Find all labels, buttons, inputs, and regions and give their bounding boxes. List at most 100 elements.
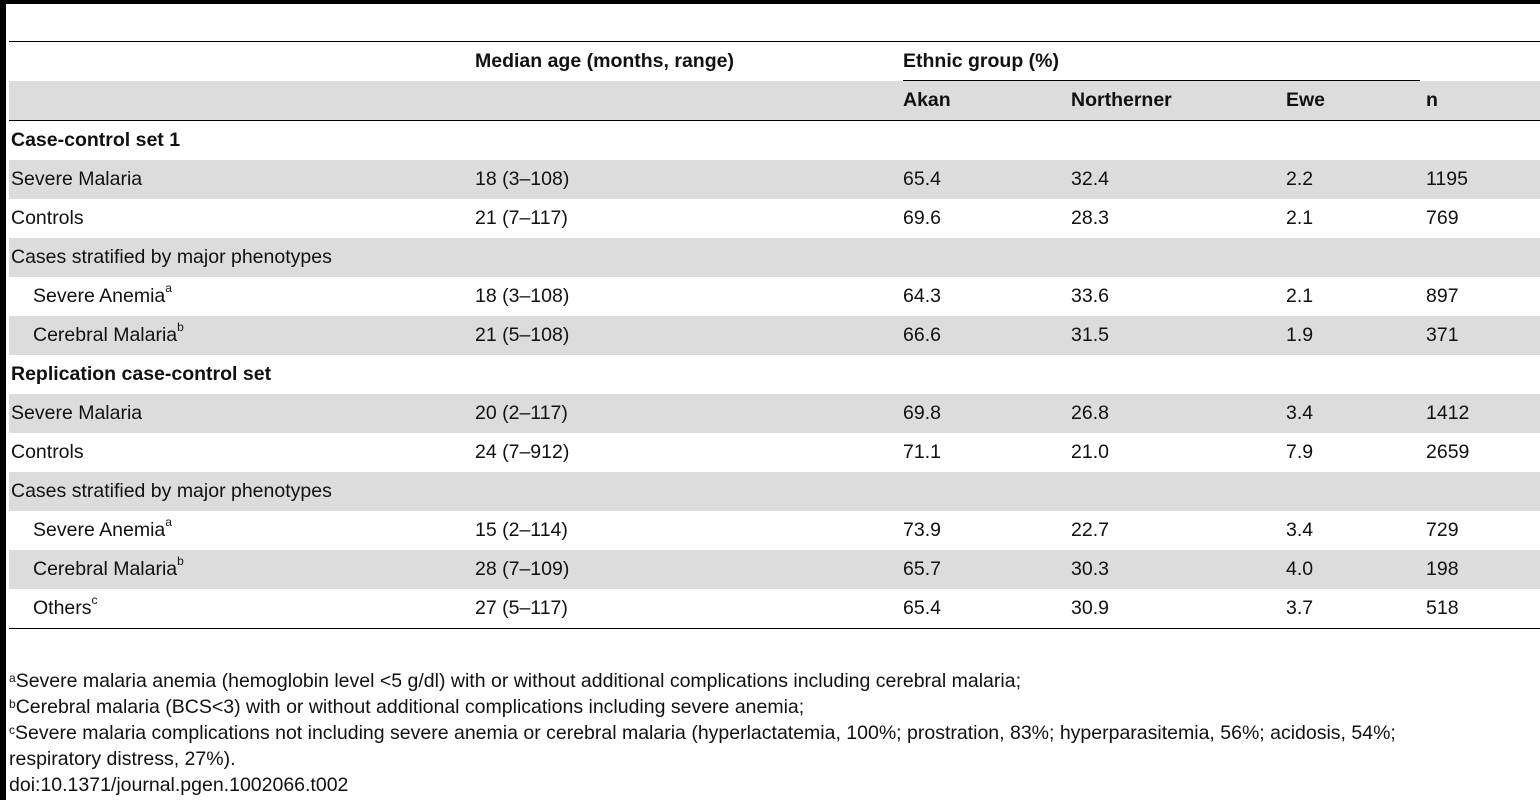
cell-median-age (475, 472, 903, 511)
row-label-cell: Cerebral Malariab (9, 550, 475, 589)
doi-line: doi:10.1371/journal.pgen.1002066.t002 (9, 774, 349, 796)
row-label: Controls (11, 441, 84, 463)
header-northerner: Northerner (1071, 81, 1286, 121)
header-blank-n (1426, 42, 1540, 82)
footnote-c-mark: c (9, 723, 15, 737)
table-row: Controls 24 (7–912) 71.1 21.0 7.9 2659 (9, 433, 1540, 472)
cell-northerner: 30.3 (1071, 550, 1286, 589)
cell-northerner: 31.5 (1071, 316, 1286, 355)
row-label: Cases stratified by major phenotypes (11, 246, 332, 268)
row-label: Controls (11, 207, 84, 229)
cell-ewe: 3.4 (1286, 519, 1314, 541)
footnote-marker: c (91, 593, 98, 607)
footnotes: aSevere malaria anemia (hemoglobin level… (9, 668, 1396, 798)
footnote-marker: a (165, 281, 172, 295)
cell-ewe: 4.0 (1286, 550, 1426, 589)
cell-akan (903, 472, 1071, 511)
footnote-b-text: Cerebral malaria (BCS<3) with or without… (15, 696, 805, 718)
footnote-c-text-2: respiratory distress, 27%). (9, 748, 236, 770)
cell-akan: 65.7 (903, 550, 1071, 589)
table-row: Controls 21 (7–117) 69.6 28.3 2.1 769 (9, 199, 1540, 238)
cell-n: 897 (1426, 285, 1459, 307)
cell-akan: 73.9 (903, 519, 941, 541)
table-row: Othersc 27 (5–117) 65.4 30.9 3.7 518 (9, 589, 1540, 629)
section-header-row: Case-control set 1 (9, 121, 1540, 161)
top-border (6, 0, 1540, 4)
footnote-b-mark: b (9, 697, 16, 711)
cell-n: 1195 (1426, 160, 1540, 199)
row-label-cell: Controls (9, 433, 475, 472)
header-blank-3 (475, 81, 903, 121)
cell-n: 518 (1426, 597, 1459, 619)
cell-median-age: 15 (2–114) (475, 519, 568, 541)
table-row: Severe Malaria 20 (2–117) 69.8 26.8 3.4 1412 (9, 394, 1540, 433)
cell-n: 371 (1426, 316, 1540, 355)
cell-northerner: 28.3 (1071, 207, 1109, 229)
table-row: Severe Anemiaa 15 (2–114) 73.9 22.7 3.4 729 (9, 511, 1540, 550)
cell-akan: 64.3 (903, 285, 941, 307)
cell-n (1426, 238, 1540, 277)
cell-n (1426, 472, 1540, 511)
footnote-b: bCerebral malaria (BCS<3) with or withou… (9, 694, 1396, 720)
cell-ewe: 1.9 (1286, 316, 1426, 355)
header-row-1: Median age (months, range) Ethnic group … (9, 41, 1540, 82)
cell-akan: 66.6 (903, 316, 1071, 355)
cell-median-age: 24 (7–912) (475, 441, 570, 463)
cell-northerner: 21.0 (1071, 441, 1109, 463)
footnote-a-text: Severe malaria anemia (hemoglobin level … (15, 670, 1021, 692)
cell-ewe (1286, 472, 1426, 511)
table-row: Severe Malaria 18 (3–108) 65.4 32.4 2.2 1195 (9, 160, 1540, 199)
row-label-cell: Severe Malaria (9, 160, 475, 199)
header-row-2: Akan Northerner Ewe n (9, 81, 1540, 121)
cell-median-age: 18 (3–108) (475, 285, 570, 307)
cell-ewe: 2.1 (1286, 207, 1314, 229)
section-title: Replication case-control set (11, 363, 272, 385)
ethnic-group-rule (903, 79, 1420, 81)
cell-median-age: 27 (5–117) (475, 597, 568, 619)
cell-northerner: 30.9 (1071, 597, 1109, 619)
cell-ewe: 3.7 (1286, 597, 1314, 619)
cell-northerner: 26.8 (1071, 394, 1286, 433)
table-row: Severe Anemiaa 18 (3–108) 64.3 33.6 2.1 897 (9, 277, 1540, 316)
cell-ewe: 7.9 (1286, 441, 1314, 463)
footnote-c-text-1: Severe malaria complications not includi… (15, 722, 1396, 744)
row-label: Others (33, 597, 92, 619)
section-title: Case-control set 1 (11, 129, 181, 151)
cell-n: 1412 (1426, 394, 1540, 433)
cell-northerner (1071, 472, 1286, 511)
cell-n: 198 (1426, 550, 1540, 589)
row-label-cell: Cases stratified by major phenotypes (9, 472, 475, 511)
cell-median-age: 18 (3–108) (475, 160, 903, 199)
row-label: Cerebral Malaria (33, 558, 178, 580)
header-ethnic-group-label: Ethnic group (%) (903, 50, 1059, 72)
footnote-marker: b (177, 320, 184, 334)
section-header-row: Replication case-control set (9, 355, 1540, 394)
cell-northerner: 32.4 (1071, 160, 1286, 199)
footnote-c: cSevere malaria complications not includ… (9, 720, 1396, 746)
cell-akan: 71.1 (903, 441, 941, 463)
row-label: Cases stratified by major phenotypes (11, 480, 332, 502)
row-label-cell: Severe Anemiaa (9, 511, 475, 550)
header-ewe: Ewe (1286, 81, 1426, 121)
row-label-cell: Severe Anemiaa (9, 277, 475, 316)
cell-northerner (1071, 238, 1286, 277)
cell-ewe: 3.4 (1286, 394, 1426, 433)
cell-northerner: 33.6 (1071, 285, 1109, 307)
header-akan: Akan (903, 81, 1071, 121)
cell-median-age: 21 (5–108) (475, 316, 903, 355)
row-label: Severe Anemia (33, 519, 166, 541)
cell-median-age: 20 (2–117) (475, 394, 903, 433)
table-row: Cases stratified by major phenotypes (9, 238, 1540, 277)
row-label-cell: Othersc (9, 589, 475, 629)
footnote-a-mark: a (9, 671, 16, 685)
cell-ewe: 2.1 (1286, 285, 1314, 307)
cell-akan (903, 238, 1071, 277)
cell-median-age (475, 238, 903, 277)
header-ethnic-group: Ethnic group (%) (903, 42, 1426, 81)
row-label-cell: Cerebral Malariab (9, 316, 475, 355)
cell-akan: 65.4 (903, 597, 941, 619)
table-row: Cerebral Malariab 28 (7–109) 65.7 30.3 4.0 19… (9, 550, 1540, 589)
cell-ewe (1286, 238, 1426, 277)
cell-n: 769 (1426, 207, 1459, 229)
